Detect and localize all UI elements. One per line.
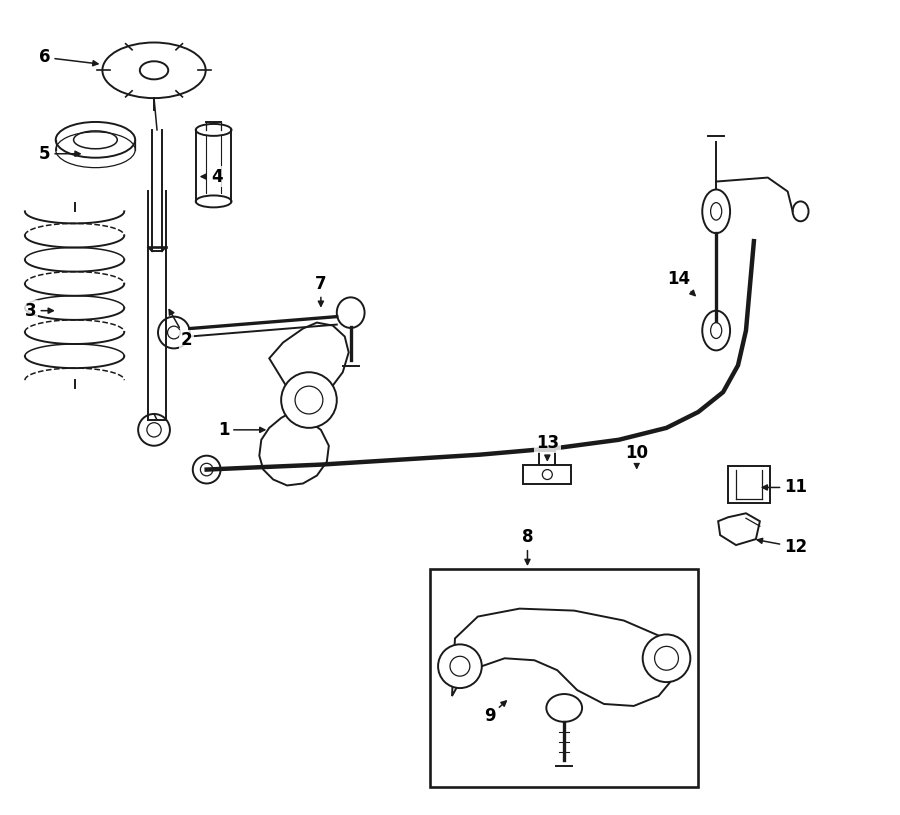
Ellipse shape xyxy=(158,316,190,348)
Ellipse shape xyxy=(195,124,231,136)
Ellipse shape xyxy=(140,61,168,79)
Polygon shape xyxy=(718,513,760,545)
Ellipse shape xyxy=(295,386,323,414)
Bar xyxy=(728,465,770,504)
Ellipse shape xyxy=(138,414,170,446)
Text: 8: 8 xyxy=(522,528,533,565)
Text: 1: 1 xyxy=(218,421,265,438)
Text: 9: 9 xyxy=(484,701,507,725)
Text: 3: 3 xyxy=(25,302,53,319)
Ellipse shape xyxy=(281,372,337,428)
Text: 12: 12 xyxy=(757,538,807,556)
Ellipse shape xyxy=(702,190,730,233)
Ellipse shape xyxy=(546,694,582,722)
Polygon shape xyxy=(259,323,348,486)
Ellipse shape xyxy=(643,634,690,682)
Ellipse shape xyxy=(438,645,482,688)
Polygon shape xyxy=(452,609,677,706)
Ellipse shape xyxy=(702,311,730,350)
Ellipse shape xyxy=(74,131,117,149)
Ellipse shape xyxy=(793,201,808,222)
Text: 4: 4 xyxy=(202,168,222,186)
Ellipse shape xyxy=(103,42,206,98)
Text: 5: 5 xyxy=(39,145,80,163)
Ellipse shape xyxy=(195,196,231,207)
Ellipse shape xyxy=(337,297,365,328)
Text: 7: 7 xyxy=(315,275,327,306)
Text: 6: 6 xyxy=(39,48,98,66)
Text: 10: 10 xyxy=(626,443,648,468)
Text: 14: 14 xyxy=(667,270,695,296)
Text: 11: 11 xyxy=(762,478,807,496)
Bar xyxy=(524,465,572,484)
Text: 13: 13 xyxy=(536,434,559,460)
Ellipse shape xyxy=(193,456,220,483)
Ellipse shape xyxy=(56,122,135,158)
Text: 2: 2 xyxy=(169,310,193,350)
Bar xyxy=(430,569,698,787)
